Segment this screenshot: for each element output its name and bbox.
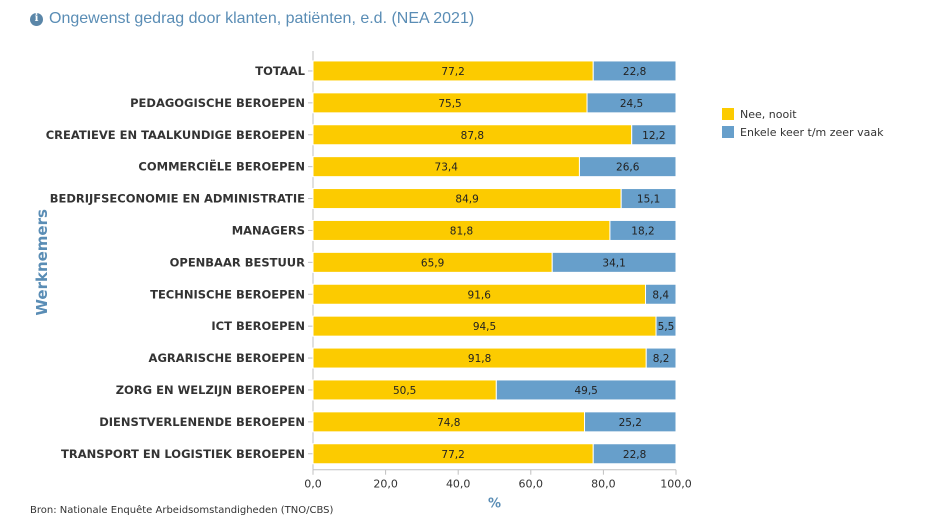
source-note: Bron: Nationale Enquête Arbeidsomstandig…: [30, 505, 334, 516]
legend-swatch[interactable]: [722, 126, 734, 138]
data-label: 77,2: [441, 66, 464, 78]
bar-segment[interactable]: [586, 92, 677, 114]
category-label: ICT BEROEPEN: [211, 319, 305, 333]
data-label: 25,2: [619, 417, 642, 429]
bar-segment[interactable]: [609, 219, 677, 241]
category-label: PEDAGOGISCHE BEROEPEN: [130, 96, 305, 110]
category-label: BEDRIJFSECONOMIE EN ADMINISTRATIE: [50, 192, 305, 206]
bar-segment[interactable]: [551, 251, 677, 273]
bar-segment[interactable]: [645, 347, 677, 369]
data-label: 65,9: [421, 257, 444, 269]
category-label: TOTAAL: [255, 64, 305, 78]
data-label: 8,2: [653, 353, 670, 365]
data-label: 15,1: [637, 194, 660, 206]
category-label: TECHNISCHE BEROEPEN: [150, 287, 305, 301]
bar-segment[interactable]: [584, 411, 677, 433]
data-label: 26,6: [616, 162, 640, 174]
bar-segment[interactable]: [592, 443, 677, 465]
data-label: 94,5: [473, 321, 496, 333]
x-tick-label: 100,0: [660, 478, 692, 491]
category-label: MANAGERS: [232, 223, 305, 237]
x-tick-label: 0,0: [304, 478, 322, 491]
bar-segment[interactable]: [645, 283, 677, 305]
category-label: TRANSPORT EN LOGISTIEK BEROEPEN: [61, 447, 305, 461]
category-label: ZORG EN WELZIJN BEROEPEN: [116, 383, 305, 397]
data-label: 34,1: [602, 257, 625, 269]
data-label: 50,5: [393, 385, 416, 397]
category-label: COMMERCIËLE BEROEPEN: [138, 159, 305, 174]
legend-label[interactable]: Nee, nooit: [740, 108, 797, 121]
data-label: 74,8: [437, 417, 460, 429]
bar-segment[interactable]: [631, 124, 677, 146]
data-label: 87,8: [461, 130, 484, 142]
data-label: 49,5: [574, 385, 597, 397]
legend-swatch[interactable]: [722, 108, 734, 120]
legend-label[interactable]: Enkele keer t/m zeer vaak: [740, 126, 884, 139]
info-icon[interactable]: i: [30, 12, 43, 26]
bar-segment[interactable]: [620, 188, 677, 210]
data-label: 91,6: [468, 289, 492, 301]
data-label: 8,4: [652, 289, 669, 301]
data-label: 12,2: [642, 130, 665, 142]
category-label: AGRARISCHE BEROEPEN: [149, 351, 305, 365]
x-tick-label: 20,0: [373, 478, 398, 491]
data-label: 75,5: [438, 98, 461, 110]
chart-title: Ongewenst gedrag door klanten, patiënten…: [49, 10, 475, 27]
category-label: OPENBAAR BESTUUR: [170, 255, 306, 269]
bar-segment[interactable]: [495, 379, 677, 401]
x-tick-label: 40,0: [446, 478, 471, 491]
x-tick-label: 80,0: [591, 478, 616, 491]
bar-segment[interactable]: [592, 60, 677, 82]
y-axis-title: Werknemers: [33, 209, 51, 316]
data-label: 5,5: [658, 321, 675, 333]
data-label: 18,2: [631, 225, 654, 237]
bar-segment[interactable]: [578, 156, 677, 178]
data-label: 84,9: [455, 194, 478, 206]
data-label: 22,8: [623, 449, 646, 461]
chart-title-bar: i Ongewenst gedrag door klanten, patiënt…: [30, 10, 474, 28]
data-label: 81,8: [450, 225, 473, 237]
category-label: CREATIEVE EN TAALKUNDIGE BEROEPEN: [46, 128, 305, 142]
data-label: 22,8: [623, 66, 646, 78]
bar-segment[interactable]: [655, 315, 677, 337]
data-label: 24,5: [620, 98, 643, 110]
category-label: DIENSTVERLENENDE BEROEPEN: [99, 415, 305, 429]
data-label: 73,4: [435, 162, 459, 174]
data-label: 77,2: [441, 449, 464, 461]
data-label: 91,8: [468, 353, 491, 365]
x-axis-title: %: [488, 497, 501, 512]
x-tick-label: 60,0: [519, 478, 544, 491]
